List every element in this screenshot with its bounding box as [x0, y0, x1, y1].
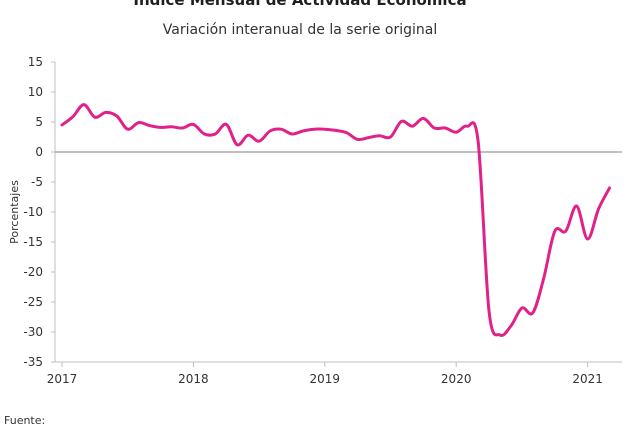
y-tick-label: 5	[35, 115, 43, 129]
x-tick-label: 2018	[178, 372, 209, 386]
y-tick-label: -20	[23, 265, 43, 279]
x-tick-label: 2021	[572, 372, 603, 386]
y-tick-label: 10	[28, 85, 43, 99]
y-tick-label: 15	[28, 55, 43, 69]
x-tick-label: 2017	[47, 372, 78, 386]
y-tick-label: -5	[31, 175, 43, 189]
y-tick-label: -25	[23, 295, 43, 309]
chart-subtitle: Variación interanual de la serie origina…	[162, 22, 438, 38]
y-axis-title: Porcentajes	[8, 180, 21, 244]
series-line	[60, 103, 611, 337]
y-tick-label: -10	[23, 205, 43, 219]
x-axis: 2017 2018 2019 2020 2021	[47, 151, 622, 386]
x-tick-label: 2019	[310, 372, 341, 386]
series-group	[60, 103, 611, 337]
y-tick-label: -15	[23, 235, 43, 249]
y-tick-label: 0	[35, 145, 43, 159]
source-note: Fuente:	[4, 414, 46, 427]
y-tick-label: -30	[23, 325, 43, 339]
y-tick-label: -35	[23, 355, 43, 369]
chart-title: Índice Mensual de Actividad Económica	[133, 0, 467, 9]
y-axis: 15 10 5 0 -5 -10 -15 -20 -25 -30 -35	[23, 55, 56, 369]
x-tick-label: 2020	[441, 372, 472, 386]
